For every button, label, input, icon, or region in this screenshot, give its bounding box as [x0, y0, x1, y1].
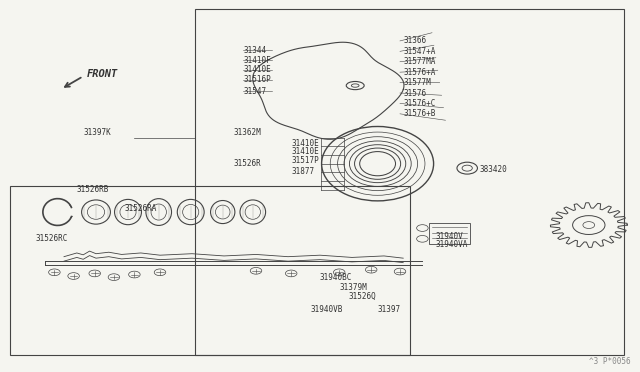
Text: 31526Q: 31526Q [349, 292, 376, 301]
Text: 31576+C: 31576+C [403, 99, 436, 108]
Text: 31547+A: 31547+A [403, 47, 436, 56]
Text: 31410E: 31410E [291, 147, 319, 156]
Text: 31366: 31366 [403, 36, 426, 45]
Text: 31940VB: 31940VB [310, 305, 343, 314]
Text: 31576: 31576 [403, 89, 426, 97]
Text: 31410F: 31410F [243, 56, 271, 65]
Text: 31577M: 31577M [403, 78, 431, 87]
Text: 31547: 31547 [243, 87, 266, 96]
Text: 31362M: 31362M [234, 128, 261, 137]
Text: 31577MA: 31577MA [403, 57, 436, 66]
Text: 383420: 383420 [480, 165, 508, 174]
Text: 31410E: 31410E [243, 65, 271, 74]
Text: 31516P: 31516P [243, 75, 271, 84]
Text: 31344: 31344 [243, 46, 266, 55]
Text: 31379M: 31379M [339, 283, 367, 292]
Text: 31517P: 31517P [291, 156, 319, 165]
Text: 31526RA: 31526RA [125, 204, 157, 213]
Text: 31526RB: 31526RB [77, 185, 109, 194]
Text: 31397K: 31397K [83, 128, 111, 137]
Text: 31410E: 31410E [291, 139, 319, 148]
Text: 31526RC: 31526RC [35, 234, 68, 243]
Text: 31576+B: 31576+B [403, 109, 436, 118]
Text: 31526R: 31526R [234, 159, 261, 168]
Text: 31397: 31397 [378, 305, 401, 314]
Text: 31940BC: 31940BC [320, 273, 353, 282]
Text: FRONT: FRONT [86, 70, 118, 79]
Text: 31576+A: 31576+A [403, 68, 436, 77]
Text: ^3 P*0056: ^3 P*0056 [589, 357, 630, 366]
Text: 31940V: 31940V [435, 232, 463, 241]
Text: 31940VA: 31940VA [435, 240, 468, 249]
Text: 31877: 31877 [291, 167, 314, 176]
